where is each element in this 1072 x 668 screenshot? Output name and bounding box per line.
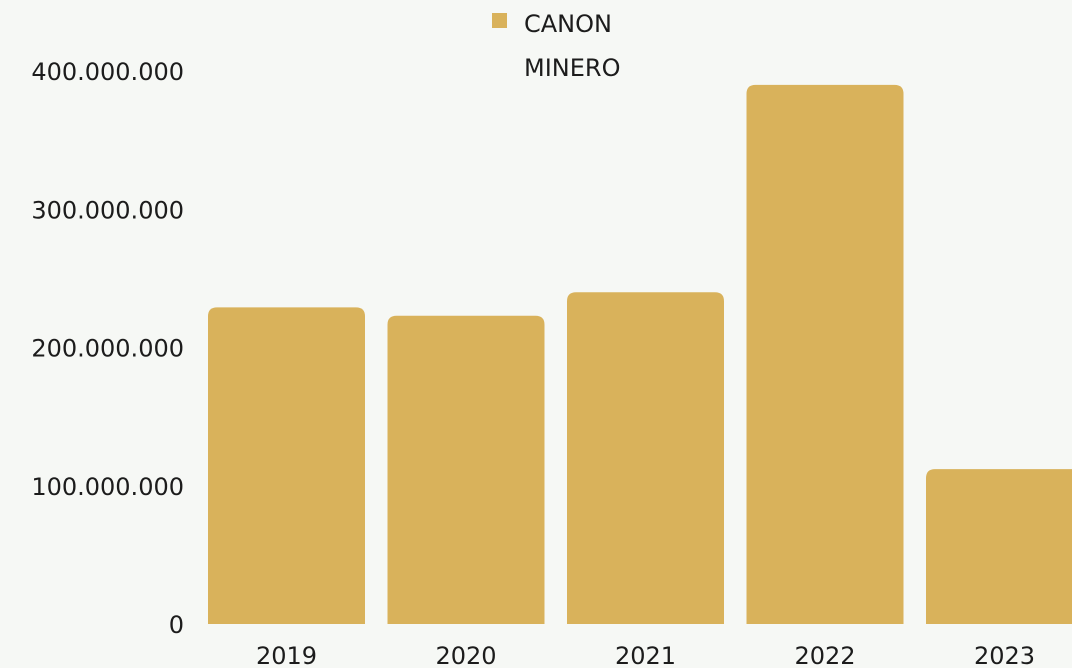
legend-label-line-2: MINERO <box>524 54 620 82</box>
legend-label-line-1: CANON <box>524 10 612 38</box>
x-tick-label-2022: 2022 <box>794 642 855 668</box>
y-tick-label: 100.000.000 <box>31 473 184 501</box>
x-tick-label-2023: 2023 <box>974 642 1035 668</box>
bar-2020[interactable] <box>387 315 545 624</box>
x-tick-label-2021: 2021 <box>615 642 676 668</box>
y-tick-label: 400.000.000 <box>31 58 184 86</box>
x-tick-label-2019: 2019 <box>256 642 317 668</box>
bar-2023[interactable] <box>926 469 1072 624</box>
bars <box>208 84 1072 624</box>
y-axis: 0 100.000.000 200.000.000 300.000.000 400.00… <box>31 58 184 639</box>
y-tick-label: 200.000.000 <box>31 335 184 363</box>
y-tick-label: 300.000.000 <box>31 196 184 224</box>
legend: CANON MINERO <box>492 10 620 82</box>
legend-swatch <box>492 13 507 28</box>
x-tick-label-2020: 2020 <box>435 642 496 668</box>
bar-2022[interactable] <box>746 84 904 624</box>
bar-2019[interactable] <box>208 307 365 624</box>
x-axis: 2019 2020 2021 2022 2023 <box>256 642 1035 668</box>
bar-2021[interactable] <box>567 292 724 624</box>
y-tick-label: 0 <box>169 611 184 639</box>
